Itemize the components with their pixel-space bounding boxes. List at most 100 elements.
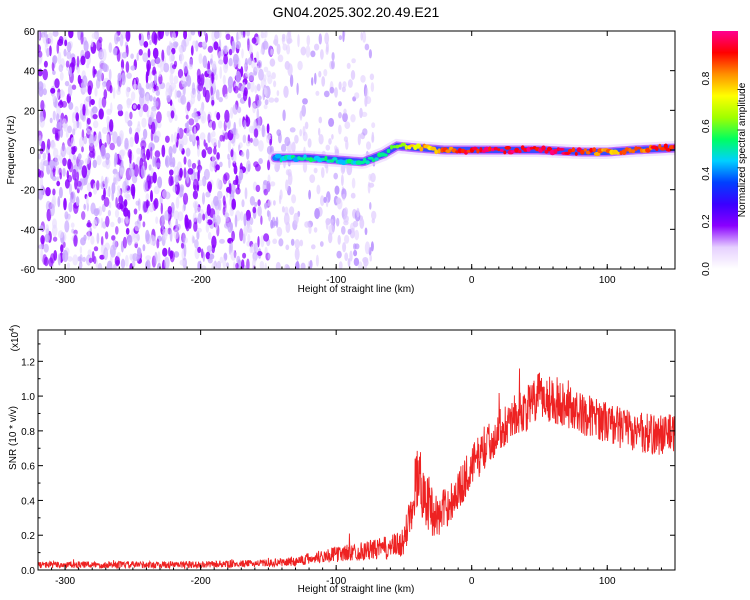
noise-blob: [161, 144, 166, 158]
noise-blob: [223, 61, 229, 74]
noise-blob: [347, 228, 352, 235]
noise-blob: [172, 185, 177, 193]
noise-blob: [201, 265, 207, 269]
noise-blob: [287, 172, 293, 186]
noise-blob: [190, 31, 196, 36]
noise-blob: [112, 263, 117, 269]
noise-blob: [125, 194, 131, 201]
noise-blob: [223, 172, 230, 181]
noise-blob: [143, 179, 149, 193]
spectrogram-xlabel: Height of straight line (km): [298, 284, 415, 295]
noise-blob: [100, 144, 106, 158]
noise-blob: [368, 173, 372, 181]
noise-blob: [262, 40, 269, 50]
noise-blob: [296, 82, 299, 96]
noise-blob: [238, 117, 242, 128]
noise-blob: [302, 98, 308, 105]
noise-blob: [134, 223, 140, 232]
noise-blob: [92, 219, 98, 229]
noise-blob: [330, 218, 334, 227]
ridge-point: [624, 147, 630, 152]
noise-blob: [79, 253, 83, 264]
noise-blob: [190, 45, 194, 56]
noise-blob: [66, 262, 71, 269]
noise-blob: [267, 174, 271, 184]
noise-blob: [301, 104, 307, 117]
noise-blob: [92, 65, 96, 79]
noise-blob: [197, 159, 201, 173]
noise-blob: [58, 64, 64, 73]
noise-blob: [142, 52, 149, 63]
noise-blob: [290, 238, 295, 246]
noise-blob: [179, 143, 183, 152]
noise-blob: [222, 258, 227, 269]
noise-blob: [117, 104, 123, 112]
noise-blob: [188, 64, 193, 70]
snr-multiplier-close: ): [10, 325, 21, 328]
noise-blob: [104, 142, 107, 148]
noise-blob: [152, 47, 159, 59]
noise-region: [268, 31, 377, 269]
noise-blob: [135, 200, 140, 206]
noise-region: [38, 31, 274, 269]
noise-blob: [96, 180, 100, 191]
y-tick-label: 40: [24, 67, 36, 78]
noise-blob: [227, 85, 233, 94]
noise-blob: [149, 175, 154, 184]
noise-blob: [342, 112, 348, 123]
noise-blob: [186, 74, 192, 87]
noise-blob: [289, 127, 296, 133]
noise-blob: [91, 32, 98, 39]
noise-blob: [69, 66, 72, 78]
noise-blob: [99, 60, 106, 71]
noise-blob: [323, 90, 330, 98]
ridge-point: [517, 149, 522, 154]
noise-blob: [148, 164, 152, 171]
noise-blob: [79, 246, 83, 254]
noise-blob: [235, 187, 241, 195]
noise-blob: [228, 157, 231, 169]
noise-blob: [156, 111, 162, 124]
noise-blob: [245, 71, 249, 77]
noise-blob: [318, 134, 324, 145]
noise-blob: [225, 33, 231, 40]
noise-blob: [154, 251, 158, 265]
noise-blob: [207, 146, 213, 155]
ridge-point: [668, 145, 675, 150]
noise-blob: [67, 125, 72, 134]
ridge-point: [580, 149, 585, 155]
noise-blob: [243, 119, 247, 130]
noise-blob: [281, 206, 285, 213]
noise-blob: [153, 100, 159, 108]
noise-blob: [276, 226, 283, 237]
noise-blob: [334, 87, 338, 98]
noise-blob: [175, 196, 180, 209]
noise-blob: [156, 121, 162, 129]
x-tick-label: -200: [191, 576, 211, 587]
noise-blob: [137, 247, 141, 260]
noise-blob: [146, 63, 150, 77]
noise-blob: [149, 95, 153, 102]
ridge-point: [544, 149, 549, 154]
noise-blob: [242, 134, 247, 144]
ridge-point: [383, 153, 388, 157]
noise-blob: [228, 182, 232, 195]
noise-blob: [203, 31, 206, 36]
noise-blob: [266, 123, 270, 134]
noise-blob: [314, 43, 320, 51]
noise-blob: [129, 111, 133, 120]
noise-blob: [87, 229, 91, 241]
noise-blob: [122, 180, 128, 194]
noise-blob: [48, 257, 54, 268]
noise-blob: [169, 161, 175, 168]
noise-blob: [101, 96, 107, 108]
noise-blob: [66, 146, 72, 156]
noise-blob: [165, 155, 170, 168]
noise-blob: [205, 32, 208, 43]
colorbar-tick-label: 0.6: [701, 119, 712, 133]
noise-blob: [49, 117, 53, 124]
noise-blob: [118, 195, 124, 205]
noise-blob: [230, 149, 234, 158]
noise-blob: [174, 89, 178, 99]
noise-blob: [321, 76, 326, 87]
